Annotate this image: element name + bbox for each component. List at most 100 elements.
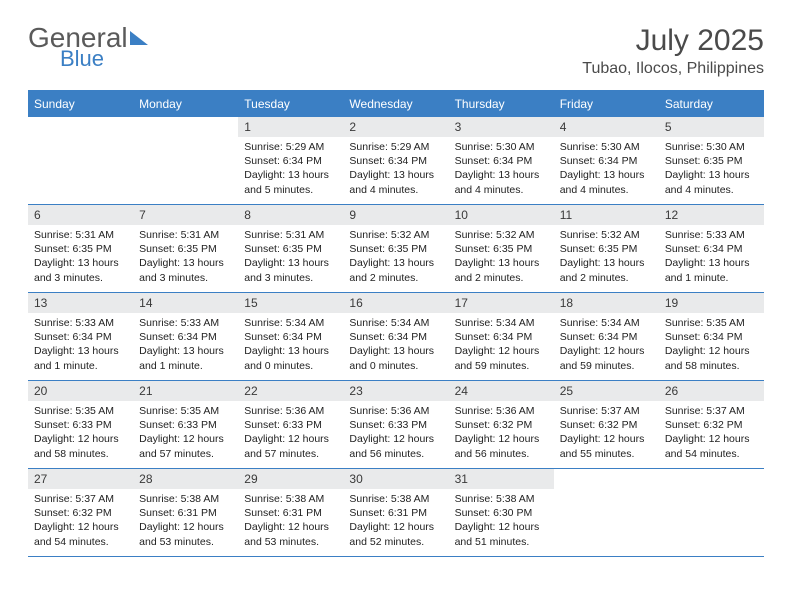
calendar-day-cell: 15Sunrise: 5:34 AMSunset: 6:34 PMDayligh…	[238, 293, 343, 381]
sunset-line: Sunset: 6:34 PM	[560, 330, 653, 344]
sunrise-line: Sunrise: 5:29 AM	[349, 140, 442, 154]
day-number: 13	[28, 293, 133, 313]
sunset-line: Sunset: 6:32 PM	[455, 418, 548, 432]
weekday-header: Tuesday	[238, 91, 343, 117]
day-details: Sunrise: 5:34 AMSunset: 6:34 PMDaylight:…	[343, 313, 448, 377]
calendar-day-cell: 24Sunrise: 5:36 AMSunset: 6:32 PMDayligh…	[449, 381, 554, 469]
sunset-line: Sunset: 6:35 PM	[455, 242, 548, 256]
day-details: Sunrise: 5:30 AMSunset: 6:34 PMDaylight:…	[554, 137, 659, 201]
daylight-line: Daylight: 12 hours and 51 minutes.	[455, 520, 548, 548]
day-details: Sunrise: 5:35 AMSunset: 6:33 PMDaylight:…	[133, 401, 238, 465]
weekday-header: Wednesday	[343, 91, 448, 117]
daylight-line: Daylight: 13 hours and 2 minutes.	[349, 256, 442, 284]
calendar-day-cell: 6Sunrise: 5:31 AMSunset: 6:35 PMDaylight…	[28, 205, 133, 293]
day-details: Sunrise: 5:38 AMSunset: 6:31 PMDaylight:…	[343, 489, 448, 553]
sunrise-line: Sunrise: 5:33 AM	[665, 228, 758, 242]
day-number: 28	[133, 469, 238, 489]
day-details: Sunrise: 5:37 AMSunset: 6:32 PMDaylight:…	[659, 401, 764, 465]
daylight-line: Daylight: 12 hours and 57 minutes.	[139, 432, 232, 460]
daylight-line: Daylight: 13 hours and 1 minute.	[665, 256, 758, 284]
day-number: 4	[554, 117, 659, 137]
calendar-day-cell: 19Sunrise: 5:35 AMSunset: 6:34 PMDayligh…	[659, 293, 764, 381]
sunset-line: Sunset: 6:31 PM	[349, 506, 442, 520]
day-details: Sunrise: 5:29 AMSunset: 6:34 PMDaylight:…	[238, 137, 343, 201]
calendar-day-cell: 1Sunrise: 5:29 AMSunset: 6:34 PMDaylight…	[238, 117, 343, 205]
sunrise-line: Sunrise: 5:34 AM	[244, 316, 337, 330]
calendar-day-cell: 13Sunrise: 5:33 AMSunset: 6:34 PMDayligh…	[28, 293, 133, 381]
calendar-day-cell: 12Sunrise: 5:33 AMSunset: 6:34 PMDayligh…	[659, 205, 764, 293]
sunrise-line: Sunrise: 5:31 AM	[244, 228, 337, 242]
day-details: Sunrise: 5:37 AMSunset: 6:32 PMDaylight:…	[554, 401, 659, 465]
day-number: 30	[343, 469, 448, 489]
calendar-table: Sunday Monday Tuesday Wednesday Thursday…	[28, 90, 764, 557]
sunset-line: Sunset: 6:34 PM	[455, 330, 548, 344]
day-details: Sunrise: 5:38 AMSunset: 6:30 PMDaylight:…	[449, 489, 554, 553]
day-details: Sunrise: 5:36 AMSunset: 6:33 PMDaylight:…	[238, 401, 343, 465]
calendar-day-cell	[133, 117, 238, 205]
sunset-line: Sunset: 6:34 PM	[244, 154, 337, 168]
daylight-line: Daylight: 13 hours and 2 minutes.	[455, 256, 548, 284]
calendar-day-cell	[659, 469, 764, 557]
sunrise-line: Sunrise: 5:35 AM	[139, 404, 232, 418]
sunset-line: Sunset: 6:32 PM	[665, 418, 758, 432]
sunset-line: Sunset: 6:33 PM	[349, 418, 442, 432]
day-number: 31	[449, 469, 554, 489]
calendar-day-cell	[554, 469, 659, 557]
day-details: Sunrise: 5:34 AMSunset: 6:34 PMDaylight:…	[554, 313, 659, 377]
day-number: 12	[659, 205, 764, 225]
day-details: Sunrise: 5:33 AMSunset: 6:34 PMDaylight:…	[659, 225, 764, 289]
daylight-line: Daylight: 13 hours and 0 minutes.	[349, 344, 442, 372]
calendar-day-cell	[28, 117, 133, 205]
day-number: 11	[554, 205, 659, 225]
day-number: 16	[343, 293, 448, 313]
calendar-day-cell: 3Sunrise: 5:30 AMSunset: 6:34 PMDaylight…	[449, 117, 554, 205]
logo-triangle-icon	[130, 31, 148, 45]
sunset-line: Sunset: 6:34 PM	[34, 330, 127, 344]
sunrise-line: Sunrise: 5:34 AM	[349, 316, 442, 330]
calendar-week-row: 13Sunrise: 5:33 AMSunset: 6:34 PMDayligh…	[28, 293, 764, 381]
day-number: 19	[659, 293, 764, 313]
day-details: Sunrise: 5:30 AMSunset: 6:34 PMDaylight:…	[449, 137, 554, 201]
daylight-line: Daylight: 12 hours and 57 minutes.	[244, 432, 337, 460]
daylight-line: Daylight: 12 hours and 54 minutes.	[665, 432, 758, 460]
calendar-week-row: 1Sunrise: 5:29 AMSunset: 6:34 PMDaylight…	[28, 117, 764, 205]
daylight-line: Daylight: 13 hours and 0 minutes.	[244, 344, 337, 372]
day-number: 27	[28, 469, 133, 489]
daylight-line: Daylight: 13 hours and 4 minutes.	[349, 168, 442, 196]
sunrise-line: Sunrise: 5:33 AM	[139, 316, 232, 330]
daylight-line: Daylight: 13 hours and 3 minutes.	[139, 256, 232, 284]
day-details: Sunrise: 5:31 AMSunset: 6:35 PMDaylight:…	[133, 225, 238, 289]
day-number: 10	[449, 205, 554, 225]
header: General Blue July 2025 Tubao, Ilocos, Ph…	[28, 24, 764, 78]
calendar-day-cell: 22Sunrise: 5:36 AMSunset: 6:33 PMDayligh…	[238, 381, 343, 469]
day-number: 23	[343, 381, 448, 401]
calendar-day-cell: 30Sunrise: 5:38 AMSunset: 6:31 PMDayligh…	[343, 469, 448, 557]
sunrise-line: Sunrise: 5:30 AM	[560, 140, 653, 154]
day-number: 9	[343, 205, 448, 225]
day-number: 14	[133, 293, 238, 313]
sunrise-line: Sunrise: 5:30 AM	[665, 140, 758, 154]
calendar-week-row: 6Sunrise: 5:31 AMSunset: 6:35 PMDaylight…	[28, 205, 764, 293]
day-number: 26	[659, 381, 764, 401]
daylight-line: Daylight: 12 hours and 53 minutes.	[244, 520, 337, 548]
calendar-day-cell: 21Sunrise: 5:35 AMSunset: 6:33 PMDayligh…	[133, 381, 238, 469]
sunset-line: Sunset: 6:34 PM	[244, 330, 337, 344]
daylight-line: Daylight: 12 hours and 56 minutes.	[349, 432, 442, 460]
weekday-header: Thursday	[449, 91, 554, 117]
sunset-line: Sunset: 6:32 PM	[34, 506, 127, 520]
daylight-line: Daylight: 12 hours and 59 minutes.	[455, 344, 548, 372]
sunrise-line: Sunrise: 5:34 AM	[455, 316, 548, 330]
calendar-day-cell: 29Sunrise: 5:38 AMSunset: 6:31 PMDayligh…	[238, 469, 343, 557]
daylight-line: Daylight: 13 hours and 5 minutes.	[244, 168, 337, 196]
sunrise-line: Sunrise: 5:32 AM	[455, 228, 548, 242]
calendar-week-row: 20Sunrise: 5:35 AMSunset: 6:33 PMDayligh…	[28, 381, 764, 469]
calendar-day-cell: 4Sunrise: 5:30 AMSunset: 6:34 PMDaylight…	[554, 117, 659, 205]
calendar-day-cell: 23Sunrise: 5:36 AMSunset: 6:33 PMDayligh…	[343, 381, 448, 469]
weekday-header: Friday	[554, 91, 659, 117]
logo: General Blue	[28, 24, 148, 70]
sunrise-line: Sunrise: 5:38 AM	[244, 492, 337, 506]
calendar-day-cell: 17Sunrise: 5:34 AMSunset: 6:34 PMDayligh…	[449, 293, 554, 381]
calendar-day-cell: 10 Sunrise: 5:32 AMSunset: 6:35 PMDayligh…	[449, 205, 554, 293]
sunset-line: Sunset: 6:31 PM	[139, 506, 232, 520]
day-number: 20	[28, 381, 133, 401]
